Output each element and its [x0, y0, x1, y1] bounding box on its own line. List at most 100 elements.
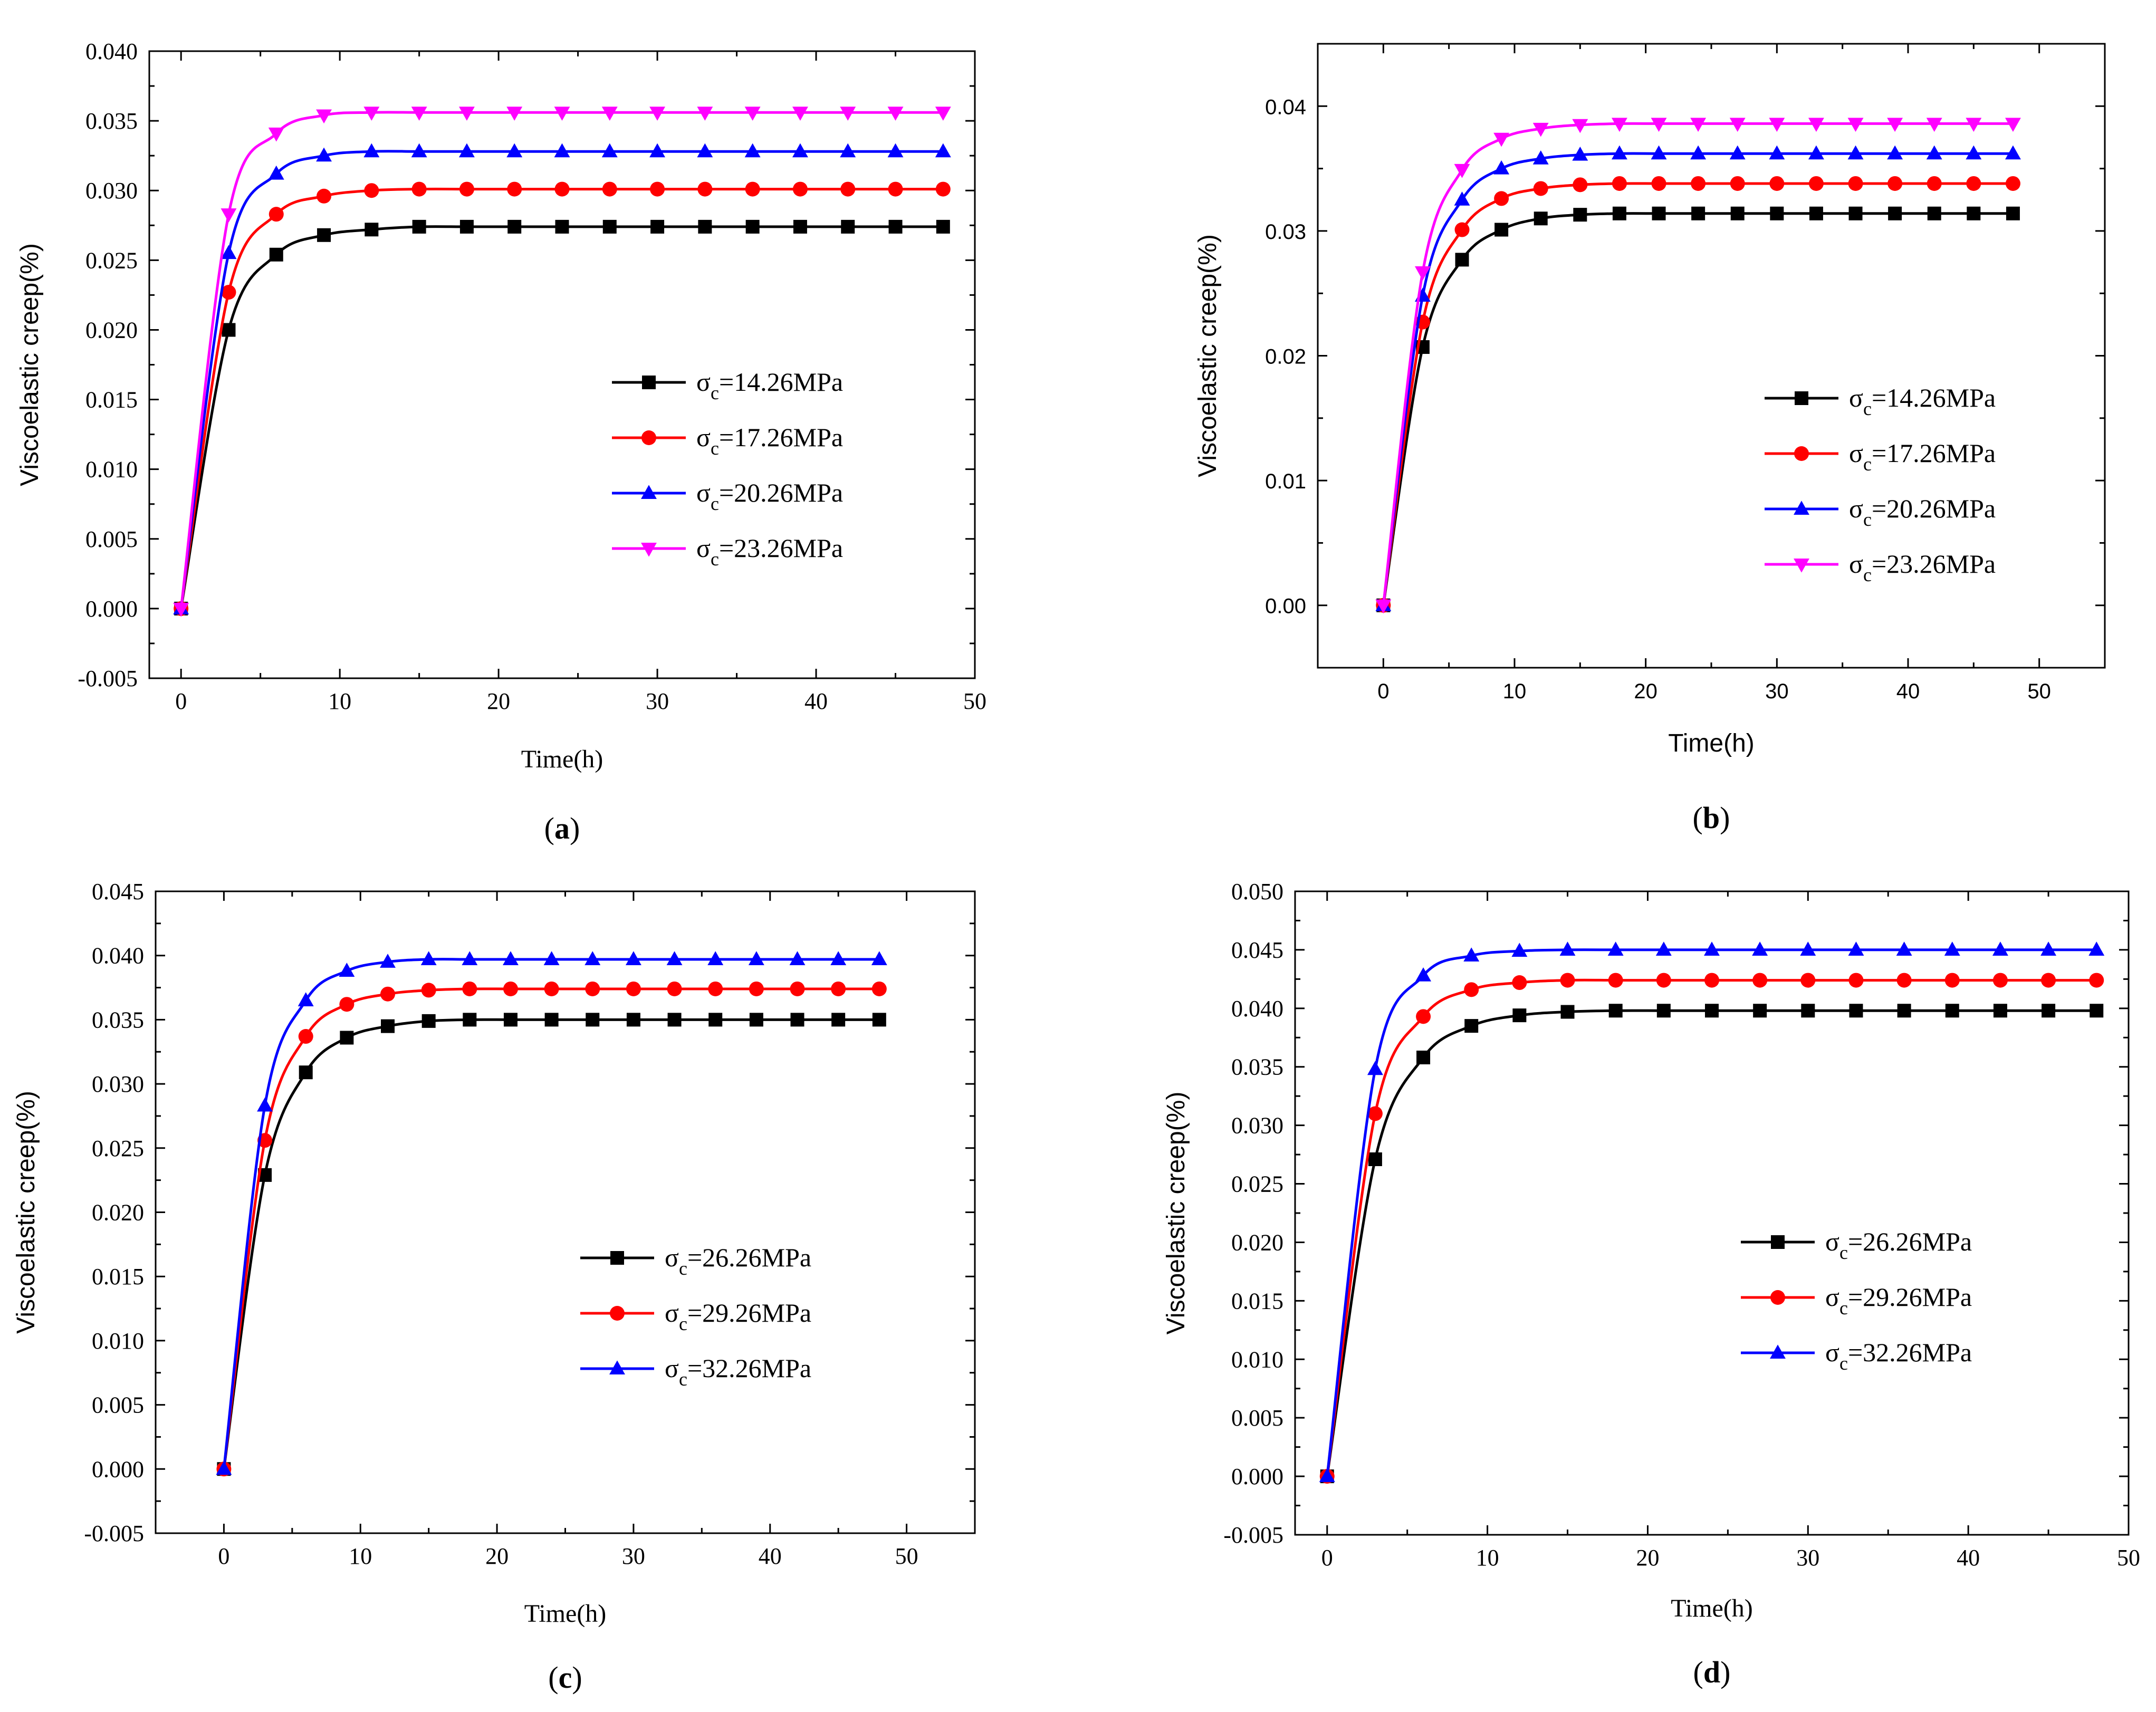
data-point	[1897, 1004, 1911, 1018]
x-tick-label: 40	[1896, 680, 1920, 703]
data-point	[554, 143, 570, 158]
data-point	[1704, 973, 1719, 988]
data-point	[340, 1031, 354, 1045]
panels-container: 0 10 20 30 40 50-0.0050.0000.0050.0100.0150.0…	[12, 39, 2140, 1695]
data-point	[1512, 1008, 1527, 1023]
data-point	[1494, 191, 1509, 206]
data-point	[1926, 118, 1942, 132]
data-point	[840, 107, 856, 121]
data-point	[257, 1097, 273, 1112]
data-point	[1367, 1061, 1383, 1075]
data-point	[697, 181, 713, 197]
data-point	[745, 219, 760, 234]
data-point	[888, 219, 903, 234]
data-point	[555, 219, 569, 234]
y-tick-label: 0.010	[92, 1328, 144, 1354]
data-point	[1729, 145, 1746, 160]
data-point	[1512, 975, 1527, 990]
data-point	[1992, 973, 2008, 988]
data-point	[269, 207, 284, 222]
y-tick-label: 0.035	[1231, 1054, 1283, 1080]
data-point	[1753, 1004, 1767, 1018]
data-point	[584, 951, 601, 966]
legend-marker	[1794, 558, 1809, 573]
data-point	[380, 986, 396, 1002]
data-point	[2041, 973, 2056, 988]
data-point	[1888, 206, 1902, 220]
data-point	[1752, 973, 1768, 988]
data-point	[1848, 941, 1864, 956]
data-point	[1769, 118, 1785, 132]
legend-marker	[1794, 446, 1809, 461]
data-point	[381, 1019, 395, 1033]
data-point	[793, 219, 807, 234]
y-tick-label: 0.005	[1231, 1405, 1283, 1431]
x-axis-title: Time(h)	[1671, 1594, 1753, 1622]
x-axis-title: Time(h)	[521, 745, 603, 773]
data-point	[299, 1065, 313, 1080]
data-point	[463, 1013, 477, 1027]
data-point	[420, 951, 437, 966]
data-point	[1800, 941, 1816, 956]
data-point	[1560, 973, 1575, 988]
data-point	[1992, 941, 2008, 956]
data-point	[649, 107, 666, 121]
data-point	[268, 127, 284, 142]
series-0	[1320, 1004, 2104, 1484]
x-tick-label: 40	[1957, 1545, 1980, 1571]
data-point	[1993, 1004, 2007, 1018]
data-point	[789, 951, 806, 966]
data-point	[1769, 176, 1785, 191]
data-point	[1464, 982, 1479, 997]
data-point	[1704, 941, 1720, 956]
data-point	[601, 143, 618, 158]
data-point	[1612, 176, 1627, 191]
data-point	[1511, 942, 1528, 957]
data-point	[1655, 941, 1672, 956]
legend-entry: σc=20.26MPa	[696, 478, 843, 514]
y-tick-label: 0.000	[85, 596, 138, 622]
y-axis-title: Viscoelastic creep(%)	[12, 1091, 40, 1334]
data-point	[221, 208, 237, 223]
data-point	[1612, 206, 1626, 220]
data-point	[1493, 132, 1510, 147]
legend-marker	[1794, 501, 1809, 515]
data-point	[1608, 973, 1623, 988]
data-point	[831, 981, 846, 996]
data-point	[1848, 973, 1864, 988]
y-tick-label: 0.030	[92, 1071, 144, 1097]
y-tick-label: 0.030	[1231, 1113, 1283, 1139]
data-point	[707, 951, 724, 966]
data-point	[364, 183, 379, 198]
legend-marker	[610, 1306, 625, 1321]
x-tick-label: 10	[1503, 680, 1527, 703]
data-point	[1534, 211, 1548, 226]
data-point	[666, 951, 683, 966]
data-point	[888, 181, 903, 197]
data-point	[1770, 206, 1784, 220]
data-point	[935, 107, 951, 121]
data-point	[268, 165, 284, 180]
data-point	[1896, 941, 1912, 956]
data-point	[840, 143, 856, 158]
series-1	[216, 981, 887, 1477]
data-point	[458, 107, 475, 121]
data-point	[1729, 118, 1746, 132]
data-point	[1532, 150, 1549, 165]
data-point	[1808, 176, 1824, 191]
data-point	[1849, 1004, 1863, 1018]
data-point	[1533, 181, 1548, 196]
data-point	[1559, 941, 1576, 956]
data-point	[1560, 1005, 1575, 1019]
legend-marker	[641, 542, 657, 557]
data-point	[459, 181, 474, 197]
data-point	[2089, 973, 2104, 988]
data-point	[222, 323, 236, 337]
y-tick-label: 0.03	[1265, 220, 1306, 244]
series-2	[1375, 145, 2021, 611]
data-point	[1494, 223, 1509, 237]
x-tick-label: 30	[1765, 680, 1789, 703]
data-point	[1454, 222, 1470, 237]
y-tick-label: -0.005	[78, 666, 138, 691]
data-point	[1966, 118, 1982, 132]
